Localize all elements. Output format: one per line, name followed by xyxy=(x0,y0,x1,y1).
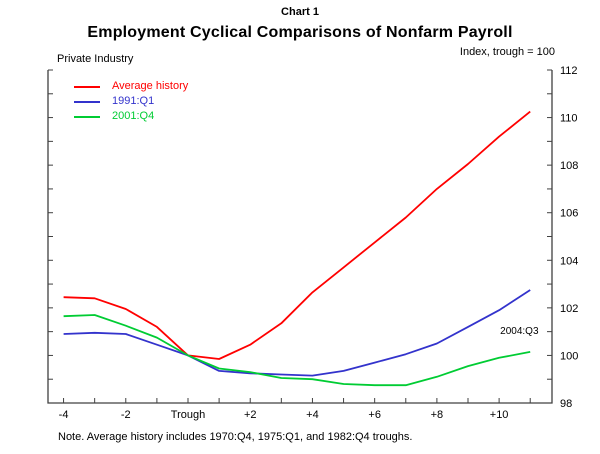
y-axis-tick-label: 104 xyxy=(560,255,578,267)
chart-legend: Average history 1991:Q1 2001:Q4 xyxy=(74,79,188,124)
legend-item-1991-q1: 1991:Q1 xyxy=(74,94,188,109)
x-axis-tick-label: -4 xyxy=(59,409,69,421)
y-axis-tick-label: 110 xyxy=(560,113,578,125)
y-axis-tick-label: 100 xyxy=(560,350,578,362)
series-line-2001-q4 xyxy=(63,314,531,387)
legend-label: Average history xyxy=(112,80,189,92)
legend-line-swatch xyxy=(74,85,100,88)
y-axis-tick-label: 102 xyxy=(560,303,578,315)
y-axis-tick-label: 108 xyxy=(560,160,578,172)
page-title: Employment Cyclical Comparisons of Nonfa… xyxy=(87,24,513,41)
x-axis-tick-label: +4 xyxy=(306,409,319,421)
subtitle-index-note: Index, trough = 100 xyxy=(459,46,555,58)
x-axis-tick-label: -2 xyxy=(121,409,131,421)
series-line-1991-q1 xyxy=(63,289,531,377)
legend-line-swatch xyxy=(74,115,100,118)
x-axis-tick-label: +2 xyxy=(244,409,257,421)
annotation-2004q3: 2004:Q3 xyxy=(500,326,539,337)
legend-item-average-history: Average history xyxy=(74,79,188,94)
x-axis-tick-label: +8 xyxy=(431,409,444,421)
legend-line-swatch xyxy=(74,100,100,103)
x-axis-tick-label: +10 xyxy=(490,409,509,421)
x-axis-tick-label: Trough xyxy=(171,409,205,421)
legend-label: 1991:Q1 xyxy=(112,95,155,107)
y-axis-tick-label: 98 xyxy=(560,398,572,410)
legend-label: 2001:Q4 xyxy=(112,110,155,122)
legend-item-2001-q4: 2001:Q4 xyxy=(74,109,188,124)
y-axis-tick-label: 106 xyxy=(560,208,578,220)
subtitle-private-industry: Private Industry xyxy=(57,53,134,65)
chart-number-label: Chart 1 xyxy=(281,6,319,18)
series-line-average-history xyxy=(63,110,531,360)
x-axis-tick-label: +6 xyxy=(368,409,381,421)
y-axis-tick-label: 112 xyxy=(560,65,578,77)
footnote: Note. Average history includes 1970:Q4, … xyxy=(58,431,413,443)
